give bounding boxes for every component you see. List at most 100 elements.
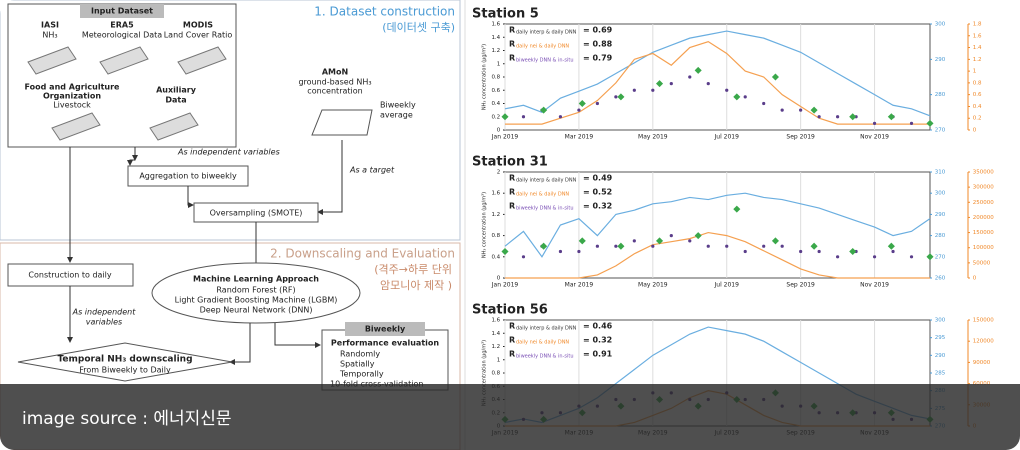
r-value: = 0.52 (583, 188, 612, 197)
label: Meteorological Data (82, 31, 162, 40)
series-line (504, 30, 931, 117)
r-sub: biweekly DNN & in-situ (516, 58, 574, 64)
label: NH₃ (42, 31, 57, 40)
dot (558, 249, 563, 254)
label: concentration (307, 87, 362, 96)
label: Performance evaluation (331, 339, 439, 348)
dot (688, 239, 692, 243)
r-sub: biweekly DNN & in-situ (516, 206, 574, 212)
label: AMoN (322, 68, 348, 77)
r-value: = 0.79 (583, 54, 613, 63)
series-line (505, 231, 930, 279)
label: Organization (43, 92, 101, 101)
diamond (926, 253, 934, 261)
tick-label: 1 (973, 69, 977, 75)
section-subtitle: (데이터셋 구축) (382, 21, 455, 34)
tick-label: 0.2 (491, 114, 500, 120)
plot-frame (504, 23, 931, 131)
x-tick-label: Jan 2019 (491, 134, 519, 141)
tick-label: 100000 (973, 245, 994, 251)
tick-label: 260 (935, 276, 946, 282)
r-label: R (509, 54, 515, 63)
r-sub: daily nei & daily DNN (516, 192, 569, 198)
dot (577, 108, 581, 112)
dot (595, 101, 599, 106)
tick-label: 120000 (973, 339, 994, 345)
y-axis-label: NH₃ concentration (μg/m³) (482, 44, 488, 110)
tick-label: 150000 (973, 318, 994, 324)
input-title-bg (80, 4, 164, 18)
dot (595, 244, 599, 248)
diamond (656, 237, 664, 245)
diamond (733, 205, 741, 213)
label: Data (165, 96, 186, 105)
diamond (887, 242, 895, 250)
dot (891, 249, 895, 254)
caption: image source : 에너지신문 (22, 409, 232, 429)
series-line (504, 192, 931, 258)
r-sub: daily interp & daily DNN (516, 178, 577, 184)
label: Construction to daily (28, 271, 111, 280)
tick-label: 1.2 (491, 48, 500, 54)
arrow (274, 323, 321, 348)
tick-label: 0.6 (973, 92, 982, 98)
tick-label: 290 (935, 212, 946, 218)
r-label: R (509, 202, 515, 211)
label: Auxiliary (156, 86, 197, 95)
diamond (501, 113, 509, 121)
dot (817, 115, 821, 119)
label: Deep Neural Network (DNN) (200, 306, 313, 315)
tick-label: 0.6 (491, 88, 500, 94)
dot (521, 115, 526, 119)
tick-label: 0 (497, 128, 501, 134)
x-tick-label: Nov 2019 (860, 282, 889, 289)
label: Spatially (340, 360, 375, 369)
diamond (656, 80, 664, 88)
x-tick-label: Nov 2019 (860, 134, 889, 141)
x-tick-label: Jul 2019 (714, 134, 740, 141)
label: Oversampling (SMOTE) (210, 209, 303, 218)
label: Biweekly (365, 325, 406, 334)
dot (799, 108, 803, 112)
diamond (617, 242, 625, 250)
tick-label: 0.8 (491, 75, 500, 81)
tick-label: 0 (973, 276, 977, 282)
dot (651, 244, 655, 248)
tick-label: 0.4 (491, 101, 500, 107)
arrow (229, 323, 251, 365)
dot (577, 249, 581, 254)
diamond (849, 247, 857, 256)
map-icon (311, 109, 373, 136)
label: ERA5 (110, 21, 134, 30)
dot (836, 115, 840, 119)
label: variables (86, 318, 122, 327)
x-tick-label: Sep 2019 (786, 282, 815, 289)
y-axis-label: NH₃ concentration (μg/m³) (482, 340, 488, 406)
section-title: 1. Dataset construction (314, 5, 455, 19)
tick-label: 150000 (973, 230, 994, 236)
r-label: R (509, 350, 515, 359)
x-tick-label: Jan 2019 (491, 282, 519, 289)
tick-label: 285 (935, 371, 946, 377)
tick-label: 1.6 (973, 33, 982, 39)
dot (762, 101, 766, 106)
tick-label: 250000 (973, 200, 994, 206)
diamond (540, 106, 548, 114)
r-sub: daily interp & daily DNN (516, 326, 577, 332)
dot (762, 244, 766, 248)
label: Temporal NH₃ downscaling (57, 355, 192, 365)
ml-ellipse (151, 262, 361, 324)
tick-label: 300 (935, 318, 946, 324)
dot (799, 249, 803, 254)
diamond (617, 93, 625, 101)
tick-label: 270 (935, 128, 946, 134)
y-axis-label: NH₃ concentration (μg/m³) (482, 192, 488, 258)
label: As independent (72, 308, 137, 317)
tick-label: 0.8 (973, 80, 982, 86)
label: Aggregation to biweekly (139, 172, 237, 181)
tick-label: 310 (935, 170, 946, 176)
tick-label: 90000 (973, 360, 991, 366)
r-label: R (509, 322, 515, 331)
